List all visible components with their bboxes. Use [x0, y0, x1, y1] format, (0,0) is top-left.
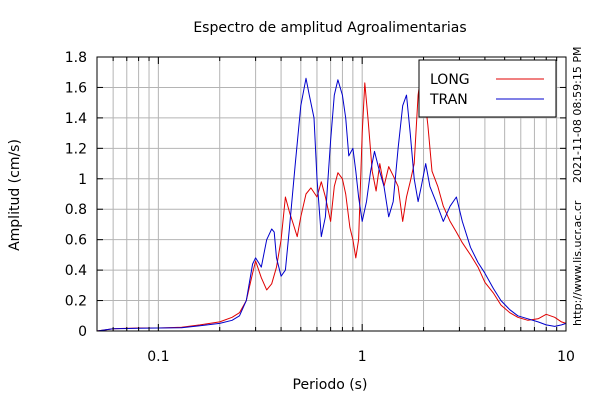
x-axis-label: Periodo (s) [293, 377, 368, 393]
y-tick-label: 0 [78, 324, 87, 340]
y-tick-label: 1.6 [65, 80, 87, 96]
y-tick-label: 0.6 [65, 233, 87, 249]
legend-label-tran: TRAN [429, 92, 468, 108]
timestamp-label: 2021-11-08 08:59:15 PM [571, 47, 584, 183]
y-tick-label: 1.2 [65, 141, 87, 157]
url-label: http://www.lis.ucr.ac.cr [571, 200, 584, 326]
y-axis-label: Amplitud (cm/s) [7, 139, 23, 251]
y-tick-label: 0.4 [65, 263, 87, 279]
series-line-tran [96, 77, 567, 332]
x-tick-labels: 0.1 1 10 [147, 349, 575, 365]
y-tick-labels: 0 0.2 0.4 0.6 0.8 1 1.2 1.4 1.6 1.8 [65, 50, 87, 340]
x-tick-label: 10 [557, 349, 575, 365]
chart-title: Espectro de amplitud Agroalimentarias [193, 20, 466, 36]
x-tick-label: 1 [358, 349, 367, 365]
legend-box [418, 59, 557, 118]
x-tick-label: 0.1 [147, 349, 169, 365]
legend-label-long: LONG [430, 72, 470, 88]
y-tick-label: 1.8 [65, 50, 87, 66]
series-layer [96, 71, 567, 332]
y-tick-label: 1 [78, 172, 87, 188]
legend: LONG TRAN [418, 59, 557, 118]
axis-ticks [96, 56, 567, 332]
y-tick-label: 1.4 [65, 111, 87, 127]
plot-frame [96, 56, 567, 332]
y-tick-label: 0.8 [65, 202, 87, 218]
y-tick-label: 0.2 [65, 294, 87, 310]
series-line-long [96, 71, 567, 332]
